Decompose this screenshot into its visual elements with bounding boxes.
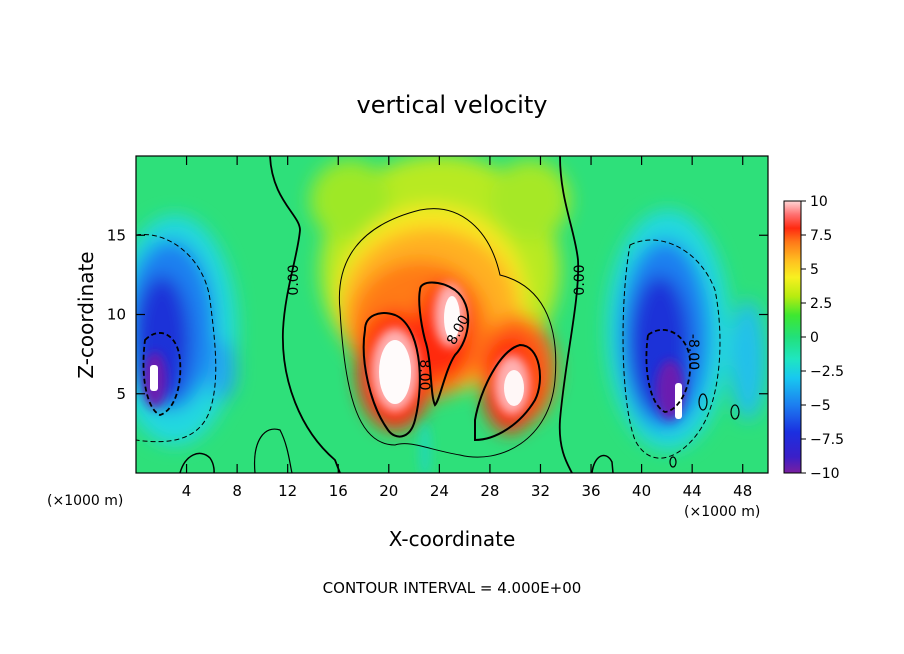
colorbar-tick-label: 5 <box>810 262 819 278</box>
y-tick-label: 15 <box>107 226 126 244</box>
contour-label: 8.00 <box>416 359 432 390</box>
x-unit-right: (×1000 m) <box>684 504 760 520</box>
x-tick-label: 24 <box>430 482 449 500</box>
y-axis-label: Z-coordinate <box>74 251 98 378</box>
contour-label: 0.00 <box>572 264 588 295</box>
contour-label: -8.00 <box>685 334 701 370</box>
x-tick-label: 44 <box>683 482 702 500</box>
heatmap-plot-area <box>136 156 768 473</box>
contour-lines <box>136 156 740 473</box>
x-tick-label: 36 <box>581 482 600 500</box>
x-tick-label: 48 <box>733 482 752 500</box>
colorbar-ticks: 10 7.5 5 2.5 0 −2.5 −5 −7.5 −10 <box>801 194 844 482</box>
contour-label: 0.00 <box>286 264 302 295</box>
x-tick-label: 40 <box>632 482 651 500</box>
x-tick-label: 16 <box>329 482 348 500</box>
x-unit-left: (×1000 m) <box>47 493 123 509</box>
y-tick-label: 5 <box>116 385 126 403</box>
colorbar-gradient <box>783 200 802 474</box>
x-tick-label: 28 <box>480 482 499 500</box>
colorbar-tick-label: 2.5 <box>810 296 832 312</box>
chart-title: vertical velocity <box>357 91 548 119</box>
colorbar-tick-label: 0 <box>810 330 819 346</box>
colorbar-tick-label: −5 <box>810 398 831 414</box>
y-axis: 5 10 15 <box>107 226 768 403</box>
x-tick-label: 32 <box>531 482 550 500</box>
colorbar-tick-label: 10 <box>810 194 828 210</box>
colorbar-tick-label: −7.5 <box>810 432 844 448</box>
x-tick-label: 4 <box>182 482 192 500</box>
x-tick-label: 20 <box>379 482 398 500</box>
x-tick-label: 12 <box>278 482 297 500</box>
contour-interval-note: CONTOUR INTERVAL = 4.000E+00 <box>323 579 582 597</box>
colorbar: 10 7.5 5 2.5 0 −2.5 −5 −7.5 −10 <box>783 194 844 482</box>
x-tick-label: 8 <box>232 482 242 500</box>
y-tick-label: 10 <box>107 306 126 324</box>
colorbar-tick-label: −10 <box>810 466 840 482</box>
x-axis: 4 8 12 16 20 24 28 32 36 40 44 48 <box>182 156 752 500</box>
x-axis-label: X-coordinate <box>389 527 516 551</box>
colorbar-tick-label: −2.5 <box>810 364 844 380</box>
colorbar-tick-label: 7.5 <box>810 228 832 244</box>
